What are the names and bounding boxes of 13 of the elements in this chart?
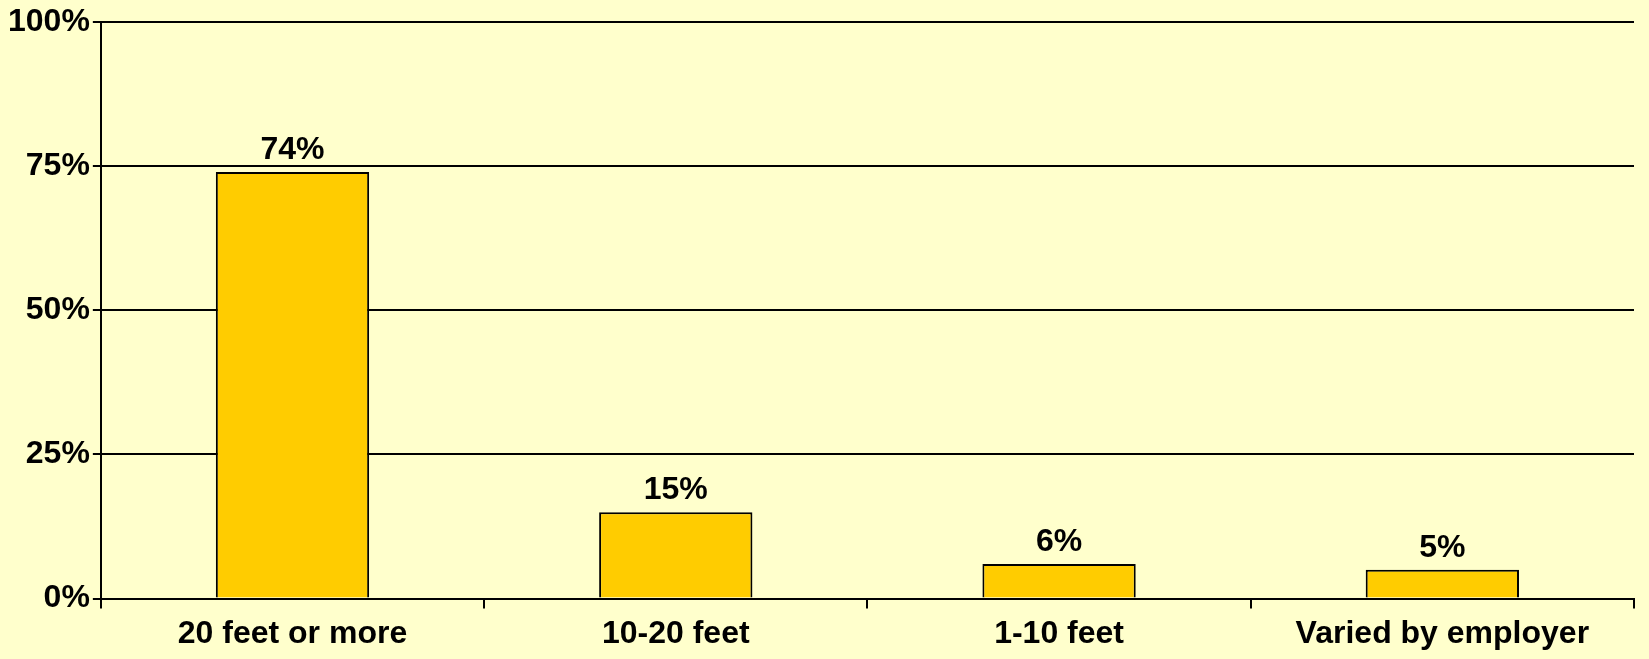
x-tick-label: 1-10 feet — [994, 613, 1125, 650]
data-label: 5% — [1419, 527, 1466, 564]
x-tick-label: Varied by employer — [1295, 613, 1590, 650]
x-tick-label: 20 feet or more — [177, 613, 408, 650]
y-tick-label: 25% — [25, 434, 90, 471]
y-tick-label: 75% — [25, 146, 90, 183]
x-tick-label: 10-20 feet — [601, 613, 750, 650]
y-tick-label: 0% — [43, 578, 90, 615]
y-tick-label: 50% — [25, 290, 90, 327]
y-tick-label: 100% — [8, 2, 90, 39]
data-label: 74% — [260, 129, 325, 166]
data-label: 15% — [643, 469, 708, 506]
data-label: 6% — [1035, 521, 1083, 558]
